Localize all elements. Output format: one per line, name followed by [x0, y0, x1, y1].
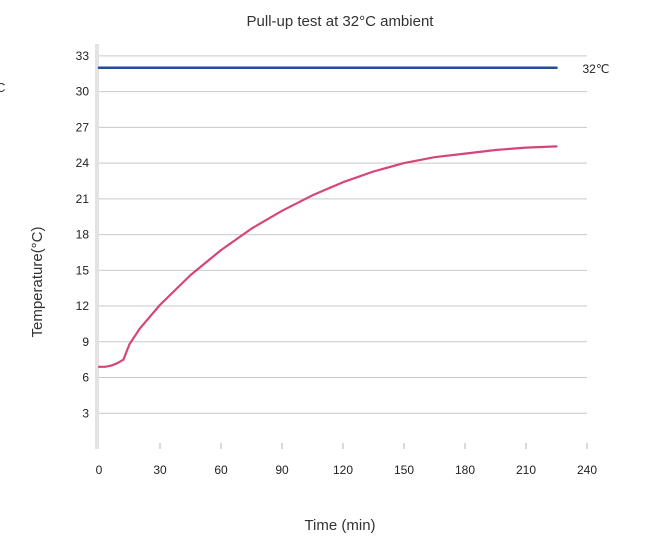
cut-off-left-label: C: [0, 80, 5, 95]
y-axis-ticks: 3 6 9 12 15 18 21 24 27 30 33: [76, 49, 90, 420]
y-axis-line: [95, 44, 99, 449]
y-tick-label-27: 27: [76, 120, 90, 134]
x-tick-label-180: 180: [455, 463, 475, 477]
y-tick-label-9: 9: [82, 335, 89, 349]
x-tick-label-30: 30: [153, 463, 167, 477]
y-axis-label: Temperature(°C): [29, 226, 46, 337]
y-tick-label-18: 18: [76, 228, 90, 242]
y-tick-label-12: 12: [76, 299, 90, 313]
series-layer: [97, 66, 558, 368]
x-axis-ticks: 0 30 60 90 120 150 180 210 240: [96, 443, 597, 477]
chart-title: Pull-up test at 32°C ambient: [247, 13, 435, 30]
x-tick-label-120: 120: [333, 463, 353, 477]
x-tick-label-60: 60: [214, 463, 228, 477]
reference-line-label: 32℃: [583, 62, 610, 76]
y-tick-label-24: 24: [76, 156, 90, 170]
x-tick-label-210: 210: [516, 463, 536, 477]
y-tick-label-21: 21: [76, 192, 90, 206]
y-tick-label-33: 33: [76, 49, 90, 63]
gridlines: [99, 55, 587, 414]
y-tick-label-6: 6: [82, 371, 89, 385]
x-tick-label-150: 150: [394, 463, 414, 477]
series-line-1: [97, 145, 558, 368]
x-tick-label-0: 0: [96, 463, 103, 477]
y-tick-label-30: 30: [76, 85, 90, 99]
x-tick-label-90: 90: [275, 463, 289, 477]
x-tick-label-240: 240: [577, 463, 597, 477]
x-axis-label: Time (min): [304, 517, 375, 534]
y-tick-label-15: 15: [76, 263, 90, 277]
y-tick-label-3: 3: [82, 406, 89, 420]
